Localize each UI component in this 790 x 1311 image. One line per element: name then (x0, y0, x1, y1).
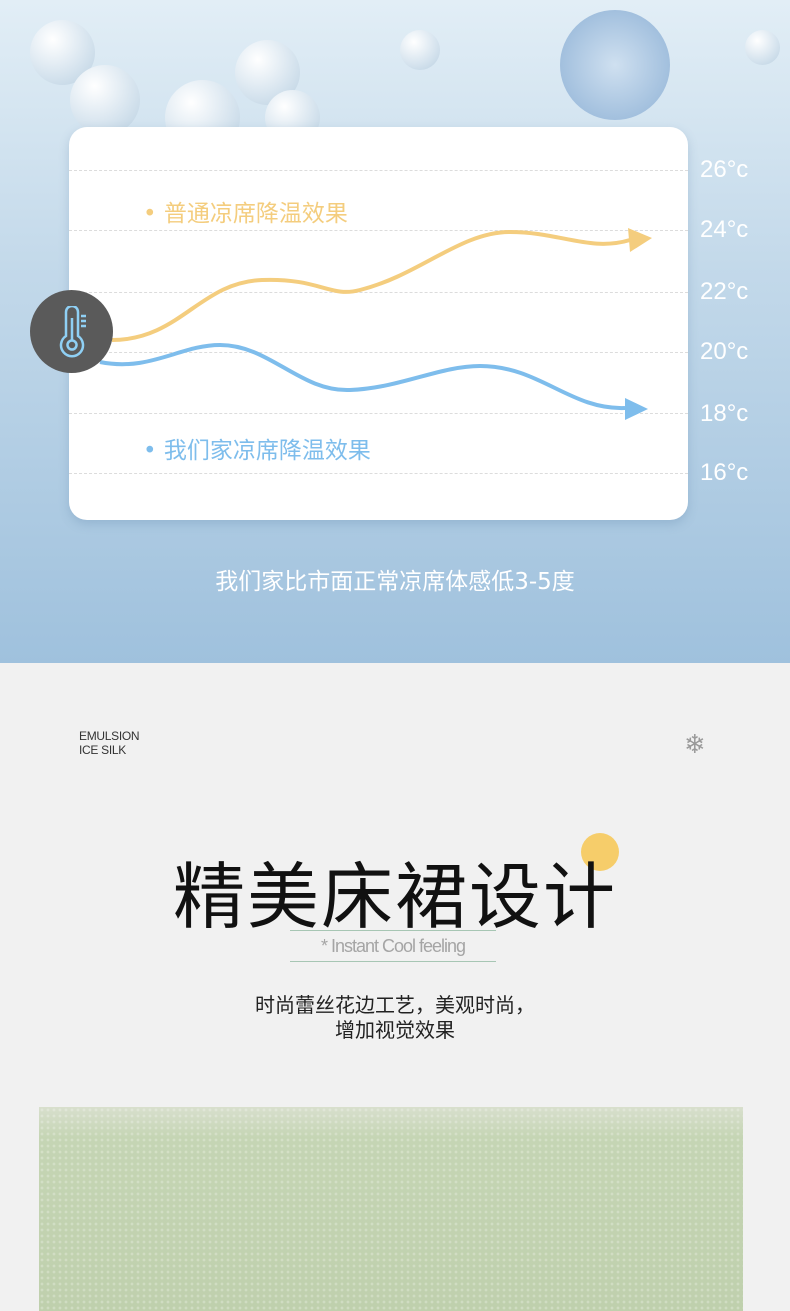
thermometer-icon (30, 290, 113, 373)
legend-normal: • 普通凉席降温效果 (143, 201, 348, 227)
caption: 我们家比市面正常凉席体感低3-5度 (215, 569, 575, 595)
temperature-comparison-banner: 26°c 24°c 22°c 20°c 18°c 16°c • 普通凉席降温效果… (0, 0, 790, 663)
legend-normal-label: 普通凉席降温效果 (163, 201, 348, 227)
normal-mat-curve (111, 229, 631, 342)
legend-ours-label: 我们家凉席降温效果 (163, 438, 371, 464)
tick-label: 16°c (700, 459, 749, 486)
snowflake-icon: ❄ (684, 730, 706, 760)
tick-label: 18°c (700, 400, 749, 427)
gridline (69, 170, 688, 171)
bed-skirt-photo (39, 1107, 743, 1311)
our-mat-curve (99, 342, 626, 411)
tick-label: 22°c (700, 278, 749, 305)
description-line2: 增加视觉效果 (335, 1018, 455, 1042)
brand-line1: EMULSION (79, 729, 140, 743)
tick-label: 20°c (700, 338, 749, 365)
gridline (69, 292, 688, 293)
tick-label: 24°c (700, 216, 749, 243)
our-mat-arrow (625, 398, 648, 420)
legend-ours: • 我们家凉席降温效果 (143, 438, 371, 464)
section-subtitle: * Instant Cool feeling (290, 930, 496, 962)
tick-label: 26°c (700, 156, 749, 183)
ball-decoration-icon (581, 833, 619, 871)
gridline (69, 413, 688, 414)
normal-mat-arrow (628, 228, 652, 252)
gridline (69, 230, 688, 231)
brand-line2: ICE SILK (79, 743, 126, 757)
gridline (69, 352, 688, 353)
section-title: 精美床裙设计 (172, 855, 617, 939)
description-line1: 时尚蕾丝花边工艺，美观时尚， (255, 993, 535, 1017)
gridline (69, 473, 688, 474)
chart-curves (99, 228, 652, 420)
